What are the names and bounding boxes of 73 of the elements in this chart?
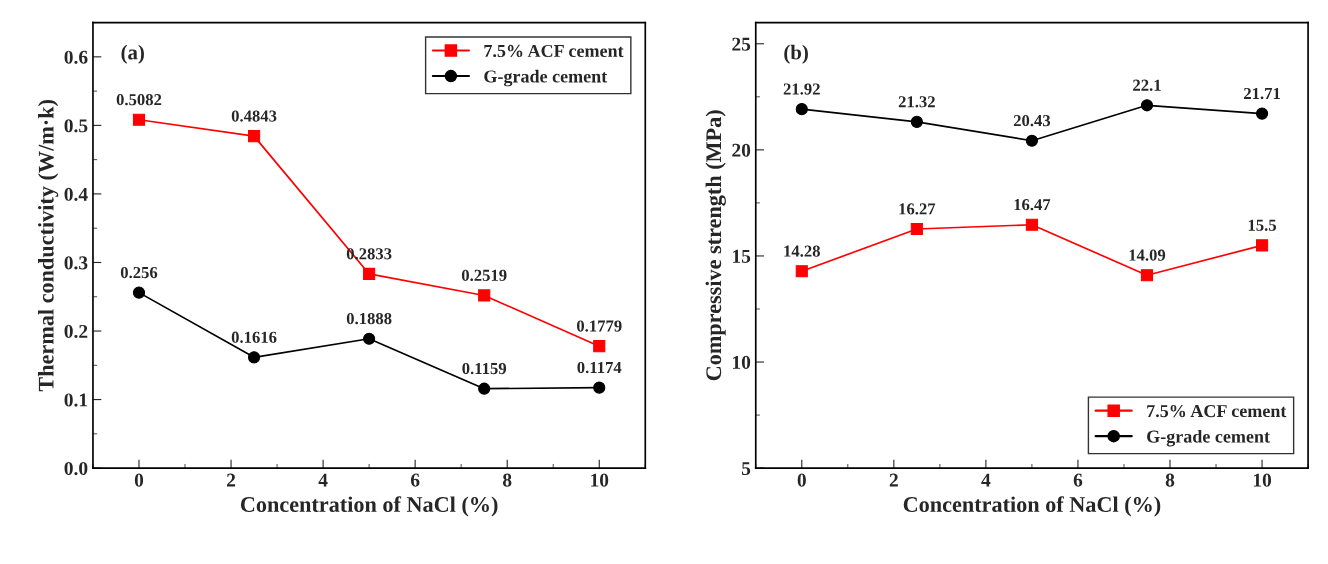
x-axis-title: Concentration of NaCl (%): [903, 496, 1161, 517]
data-label: 0.1888: [346, 312, 392, 325]
x-tick-label: 10: [591, 473, 609, 487]
point: [593, 381, 606, 394]
x-tick-label: 4: [318, 473, 328, 487]
point: [478, 382, 491, 395]
annotation: (a): [121, 44, 144, 64]
data-label: 14.09: [1129, 249, 1166, 261]
x-tick-label: 4: [981, 473, 991, 487]
data-label: 21.92: [783, 83, 820, 95]
legend-label: 7.5% ACF cement: [484, 44, 624, 58]
data-label: 22.1: [1133, 79, 1161, 91]
data-label: 0.256: [120, 266, 158, 279]
point: [910, 222, 923, 236]
data-label: 0.2519: [461, 269, 507, 282]
data-label: 20.43: [1013, 115, 1051, 127]
y-tick-label: 25: [732, 37, 751, 51]
y-tick-label: 0.6: [64, 50, 88, 64]
y-tick-label: 0.3: [64, 256, 88, 270]
x-tick-label: 0: [134, 473, 144, 487]
data-label: 0.5082: [116, 94, 162, 106]
data-label: 0.1159: [462, 362, 507, 375]
annotation: (b): [784, 44, 808, 64]
point: [363, 332, 376, 345]
point: [910, 115, 923, 128]
point: [363, 267, 376, 280]
x-tick-label: 6: [1073, 473, 1083, 487]
x-tick-label: 8: [1165, 473, 1175, 487]
y-tick-label: 15: [733, 249, 751, 263]
legend-label: 7.5% ACF cement: [1147, 404, 1287, 418]
data-label: 0.1616: [231, 331, 277, 343]
y-tick-label: 20: [732, 143, 751, 157]
data-label: 15.5: [1248, 219, 1277, 231]
x-tick-label: 8: [502, 473, 512, 487]
y-tick-label: 0.4: [64, 187, 88, 201]
y-axis-title: Thermal conductivity (W/m·k): [38, 100, 59, 392]
y-axis-title: Compressive strength (MPa): [705, 110, 726, 381]
x-tick-label: 0: [797, 473, 806, 487]
x-axis-title: Concentration of NaCl (%): [240, 496, 498, 517]
data-label: 0.4843: [231, 110, 277, 122]
point: [1025, 134, 1038, 147]
point: [132, 113, 146, 126]
data-label: 16.27: [899, 203, 936, 215]
data-label: 0.1779: [576, 320, 622, 332]
point: [593, 340, 606, 353]
point: [795, 265, 808, 278]
y-tick-label: 0.2: [64, 324, 88, 339]
y-tick-label: 10: [733, 355, 751, 369]
point: [1255, 239, 1269, 252]
point: [247, 130, 261, 143]
point: [1140, 99, 1154, 112]
data-label: 14.28: [784, 245, 820, 257]
data-label: 21.32: [898, 96, 935, 108]
data-label: 0.1174: [577, 361, 622, 374]
x-tick-label: 10: [1253, 473, 1272, 487]
point: [478, 289, 491, 302]
point: [247, 351, 261, 364]
x-tick-label: 2: [889, 473, 898, 487]
y-tick-label: 0.5: [64, 119, 88, 133]
data-label: 21.71: [1244, 87, 1280, 100]
point: [795, 103, 808, 116]
y-tick-label: 0.1: [64, 393, 88, 407]
data-label: 16.47: [1014, 199, 1051, 211]
y-tick-label: 5: [741, 462, 751, 476]
point: [1025, 218, 1038, 231]
point: [1255, 107, 1269, 120]
point: [132, 286, 146, 299]
x-tick-label: 2: [227, 473, 236, 487]
y-tick-label: 0.0: [64, 461, 88, 476]
x-tick-label: 6: [410, 473, 420, 487]
point: [1140, 269, 1154, 282]
legend-label: G-grade cement: [484, 69, 608, 87]
legend-label: G-grade cement: [1147, 429, 1270, 447]
